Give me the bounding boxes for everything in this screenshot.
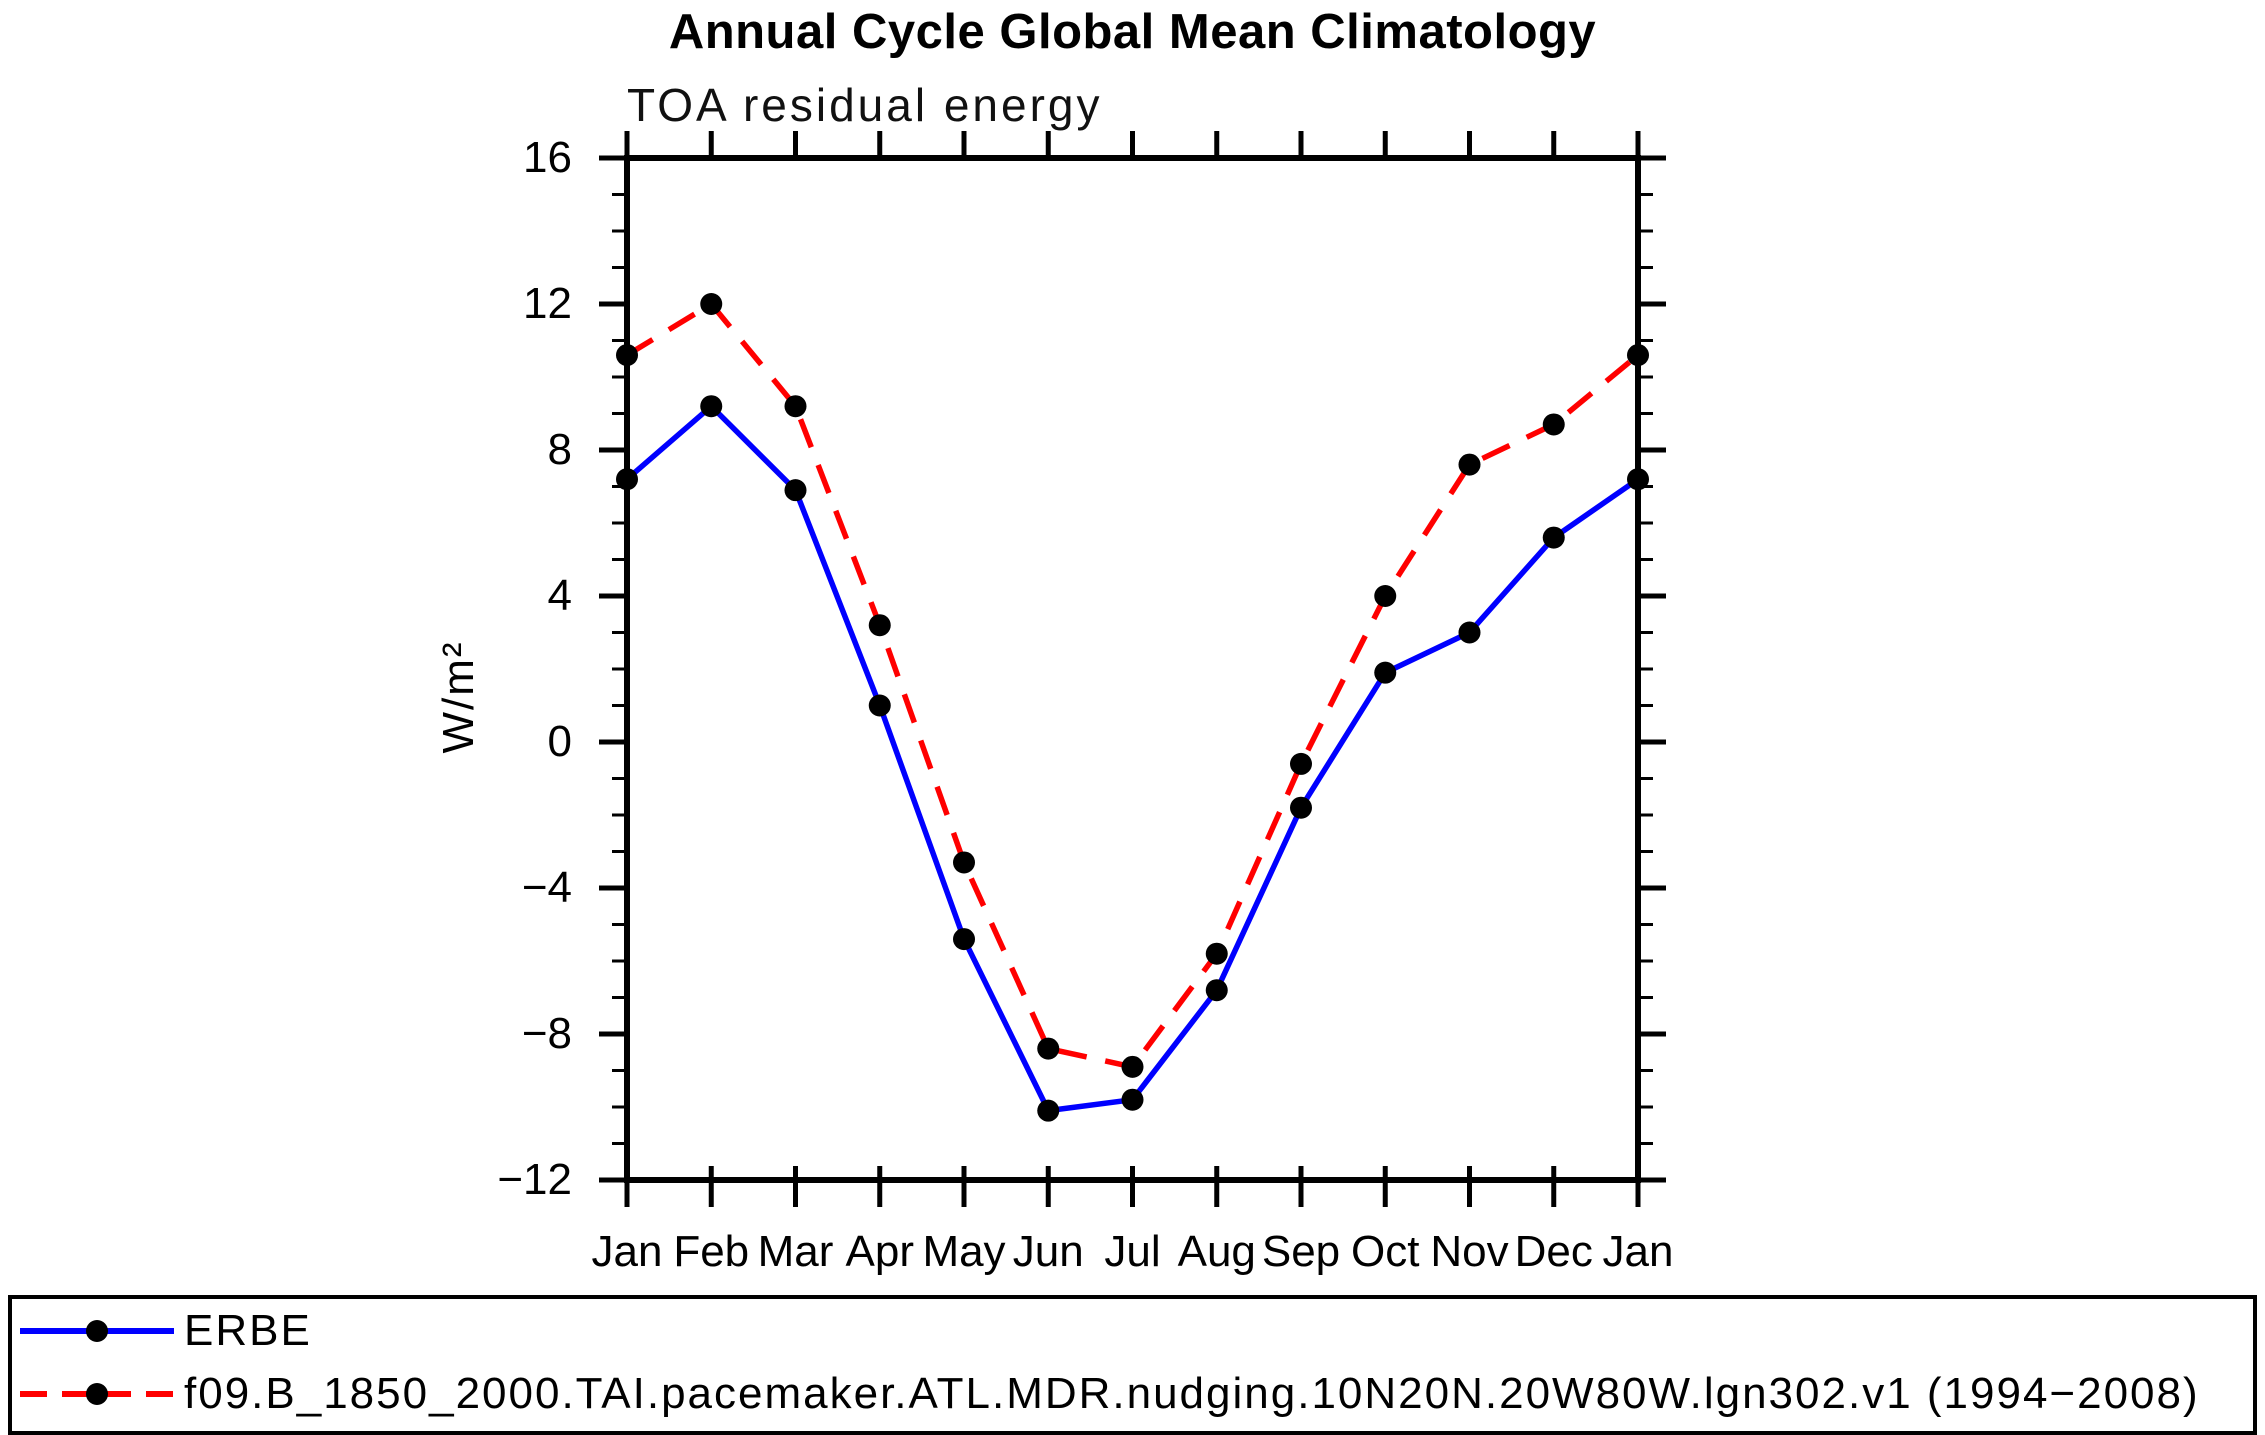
chart-title: Annual Cycle Global Mean Climatology	[668, 5, 1597, 59]
x-tick-label: Jan	[1602, 1227, 1674, 1276]
y-tick-label: −12	[497, 1155, 572, 1204]
data-point-marker	[953, 851, 975, 874]
x-tick-label: Jul	[1104, 1227, 1161, 1276]
data-point-marker	[616, 344, 638, 367]
legend-label-erbe: ERBE	[184, 1306, 312, 1355]
x-tick-label: Sep	[1261, 1227, 1341, 1276]
legend-entry-model: f09.B_1850_2000.TAI.pacemaker.ATL.MDR.nu…	[18, 1372, 2200, 1416]
data-point-marker	[616, 468, 638, 491]
data-point-marker	[1037, 1099, 1060, 1122]
y-axis-title: W/m²	[434, 640, 483, 754]
x-tick-label: Apr	[845, 1227, 914, 1276]
data-point-marker	[700, 293, 723, 315]
x-tick-label: Oct	[1351, 1227, 1420, 1276]
x-tick-label: Feb	[673, 1227, 750, 1276]
data-point-marker	[1542, 413, 1565, 436]
data-point-marker	[700, 395, 723, 418]
legend-key-erbe	[20, 1320, 174, 1342]
y-tick-label: 4	[547, 571, 572, 620]
data-point-marker	[1121, 1088, 1144, 1111]
data-point-marker	[1374, 661, 1397, 684]
data-point-marker	[868, 614, 891, 637]
legend-key-marker-0	[86, 1320, 108, 1342]
data-point-marker	[1037, 1037, 1060, 1060]
data-point-marker	[784, 479, 807, 502]
data-point-marker	[1542, 526, 1565, 549]
chart-subtitle: TOA residual energy	[627, 79, 1103, 131]
data-point-marker	[1374, 585, 1397, 607]
x-tick-label: Jan	[591, 1227, 663, 1276]
data-point-marker	[1290, 796, 1312, 819]
data-point-marker	[1121, 1055, 1144, 1078]
legend-entry-erbe: ERBE	[18, 1309, 312, 1353]
x-tick-label: Mar	[757, 1227, 834, 1276]
x-tick-label: Dec	[1514, 1227, 1593, 1276]
y-tick-label: −4	[521, 863, 572, 912]
data-point-marker	[1458, 621, 1481, 644]
y-tick-label: 8	[547, 425, 572, 474]
x-tick-label: Jun	[1012, 1227, 1084, 1276]
y-tick-label: 0	[547, 717, 572, 766]
data-point-marker	[1205, 942, 1228, 965]
x-tick-label: Aug	[1177, 1227, 1256, 1276]
data-point-marker	[1205, 979, 1228, 1002]
series-line-erbe	[625, 402, 1640, 1114]
legend-label-model: f09.B_1850_2000.TAI.pacemaker.ATL.MDR.nu…	[184, 1369, 2200, 1418]
data-point-marker	[1290, 752, 1312, 775]
data-point-marker	[868, 694, 891, 717]
legend-key-marker-1	[86, 1383, 108, 1405]
series-line-model	[625, 300, 1640, 1070]
data-point-marker	[784, 395, 807, 418]
y-tick-label: −8	[521, 1009, 572, 1058]
y-tick-label: 12	[523, 279, 572, 328]
data-point-marker	[1458, 453, 1481, 476]
data-point-marker	[953, 928, 975, 951]
legend: ERBE f09.B_1850_2000.TAI.pacemaker.ATL.M…	[8, 1295, 2257, 1435]
data-point-marker	[1627, 344, 1649, 367]
x-tick-label: Nov	[1430, 1227, 1509, 1276]
data-point-marker	[1627, 468, 1649, 491]
legend-key-model	[20, 1383, 174, 1405]
y-tick-label: 16	[523, 133, 572, 182]
plot-area	[599, 131, 1666, 1207]
plot-frame	[624, 155, 1641, 1183]
x-tick-label: May	[922, 1227, 1006, 1276]
